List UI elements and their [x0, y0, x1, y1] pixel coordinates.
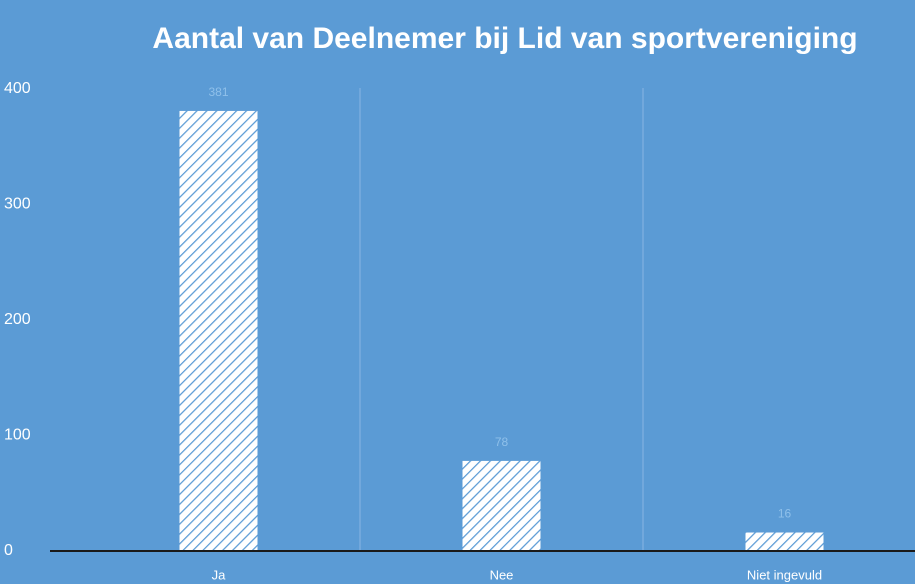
bar [179, 110, 258, 551]
data-label: 78 [495, 435, 509, 449]
y-tick-label: 300 [4, 196, 31, 213]
bar [745, 532, 824, 551]
data-label: 381 [208, 85, 228, 99]
y-tick-label: 100 [4, 427, 31, 444]
x-tick-label: Nee [490, 567, 514, 582]
x-tick-label: Niet ingevuld [747, 567, 822, 582]
y-tick-label: 400 [4, 80, 31, 97]
y-tick-label: 0 [4, 542, 13, 559]
y-tick-label: 200 [4, 311, 31, 328]
bar [462, 460, 541, 551]
chart-title: Aantal van Deelnemer bij Lid van sportve… [152, 22, 857, 55]
data-label: 16 [778, 507, 792, 521]
x-tick-label: Ja [212, 567, 227, 582]
